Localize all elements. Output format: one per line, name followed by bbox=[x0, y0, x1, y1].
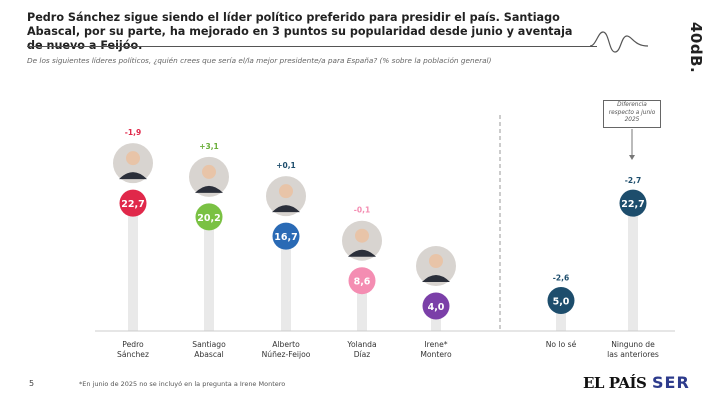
photo-body bbox=[348, 249, 376, 257]
ser-logo: SER bbox=[652, 373, 690, 392]
change-label: -2,7 bbox=[625, 176, 641, 185]
photo-body bbox=[195, 185, 223, 193]
photo-face bbox=[279, 184, 293, 199]
value-label: 20,2 bbox=[197, 213, 220, 224]
slide-title: Pedro Sánchez sigue siendo el líder polí… bbox=[27, 11, 573, 52]
stem bbox=[204, 216, 214, 331]
photo-body bbox=[422, 275, 450, 282]
value-label: 4,0 bbox=[428, 302, 445, 313]
photo-face bbox=[202, 164, 216, 179]
note-arrowhead bbox=[629, 155, 635, 160]
stem bbox=[556, 300, 566, 331]
photo-face bbox=[429, 254, 443, 268]
photo-body bbox=[272, 205, 300, 213]
value-bubble bbox=[348, 267, 376, 295]
photo-face bbox=[126, 151, 140, 166]
change-label: -0,1 bbox=[354, 206, 370, 215]
photo-face bbox=[355, 228, 369, 243]
category-label: Irene* Montero bbox=[420, 340, 452, 359]
category-label: Ninguno de las anteriores bbox=[607, 340, 659, 359]
survey-question: De los siguientes líderes políticos, ¿qu… bbox=[27, 56, 492, 65]
category-label: Santiago Abascal bbox=[192, 340, 226, 359]
change-label: +3,1 bbox=[199, 142, 219, 151]
stem bbox=[128, 203, 138, 331]
page-number: 5 bbox=[29, 379, 35, 388]
value-label: 16,7 bbox=[274, 232, 297, 243]
value-bubble bbox=[119, 189, 147, 217]
value-bubble bbox=[422, 292, 450, 320]
category-label: Yolanda Díaz bbox=[347, 340, 377, 359]
stem bbox=[357, 280, 367, 331]
value-bubble bbox=[547, 287, 575, 314]
value-label: 22,7 bbox=[121, 199, 144, 210]
value-label: 22,7 bbox=[621, 199, 644, 210]
change-label: -2,6 bbox=[553, 274, 569, 283]
stem bbox=[281, 236, 291, 331]
title-divider bbox=[27, 46, 597, 47]
change-label: +0,1 bbox=[276, 161, 296, 170]
category-label: No lo sé bbox=[545, 340, 577, 349]
photo-body bbox=[119, 172, 147, 180]
footnote: *En junio de 2025 no se incluyó en la pr… bbox=[79, 380, 286, 388]
category-label: Alberto Núñez-Feijoo bbox=[261, 340, 311, 359]
value-bubble bbox=[619, 189, 647, 217]
category-label: Pedro Sánchez bbox=[117, 340, 149, 359]
value-label: 8,6 bbox=[354, 277, 371, 288]
value-label: 5,0 bbox=[553, 297, 570, 308]
change-note: Diferencia respecto a junio 2025 bbox=[603, 100, 661, 128]
wave-icon bbox=[590, 31, 649, 53]
el-pais-logo: EL PAÍS bbox=[583, 374, 647, 392]
change-label: -1,9 bbox=[125, 128, 141, 137]
stem bbox=[628, 203, 638, 331]
value-bubble bbox=[272, 222, 300, 250]
value-bubble bbox=[195, 203, 223, 231]
